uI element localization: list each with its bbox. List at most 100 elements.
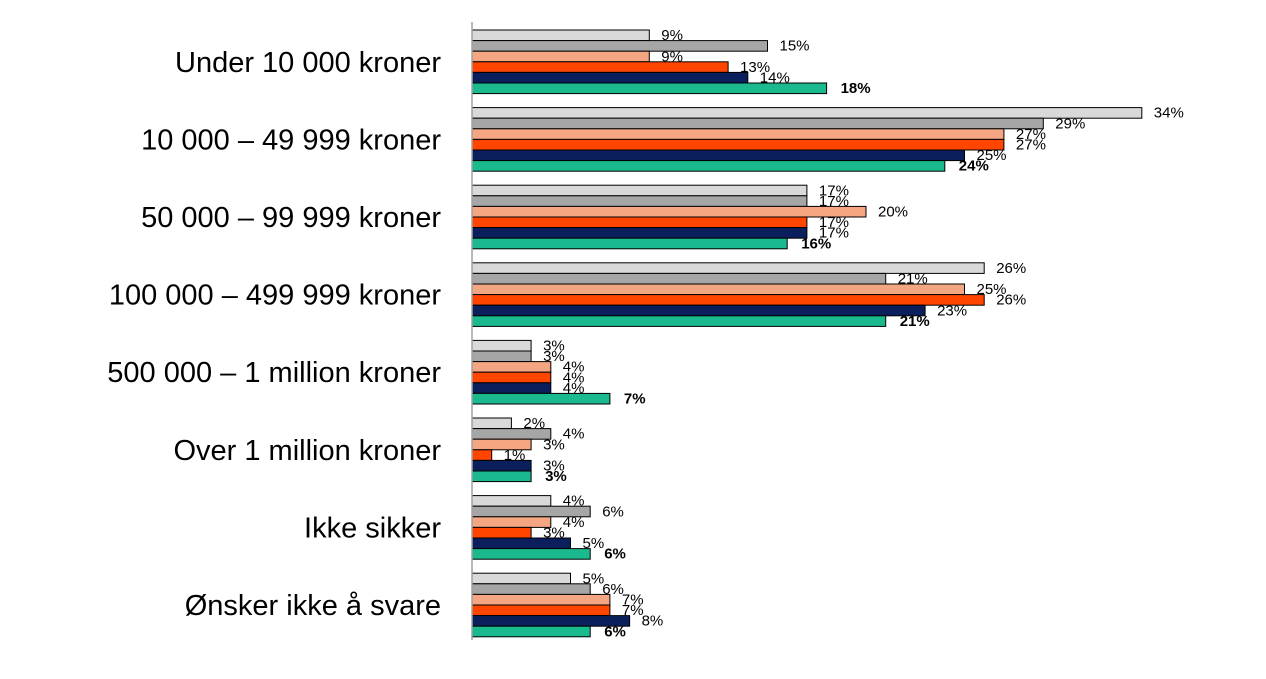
bar-series-3-cat-7 [471,516,552,528]
bar-series-3-cat-4 [471,283,965,296]
bar-series-1-cat-3 [471,184,808,197]
value-labels: 9%15%9%13%14%18%34%29%27%27%25%24%17%17%… [504,27,1184,640]
bar-series-1-cat-8 [471,572,571,585]
value-label-series-1-cat-3: 17% [819,182,849,199]
value-label-series-5-cat-4: 23% [937,302,967,319]
value-label-series-4-cat-1: 13% [740,59,770,76]
bar-series-6-cat-8 [471,625,591,638]
category-label-6: Over 1 million kroner [173,435,441,467]
value-label-series-6-cat-1: 18% [841,80,871,97]
value-label-series-6-cat-6: 3% [545,468,567,485]
bar-series-2-cat-1 [471,40,768,52]
category-label-2: 10 000 – 49 999 kroner [141,124,441,156]
bar-series-3-cat-5 [471,361,552,373]
bar-series-5-cat-1 [471,71,749,84]
bar-series-1-cat-7 [471,495,552,507]
value-label-series-2-cat-2: 29% [1055,115,1085,132]
bar-series-6-cat-4 [471,315,887,327]
bar-series-1-cat-2 [471,107,1143,119]
value-label-series-4-cat-8: 7% [622,602,644,619]
value-label-series-5-cat-2: 25% [977,147,1007,164]
bar-series-5-cat-2 [471,149,965,162]
value-label-series-2-cat-7: 6% [602,503,624,520]
bar-series-4-cat-4 [471,294,985,306]
category-label-1: Under 10 000 kroner [175,47,441,79]
value-label-series-4-cat-2: 27% [1016,137,1046,154]
bar-series-4-cat-3 [471,216,808,229]
value-label-series-3-cat-5: 4% [563,359,585,376]
value-label-series-5-cat-1: 14% [760,70,790,87]
value-label-series-1-cat-6: 2% [523,415,545,432]
bar-series-2-cat-4 [471,272,887,285]
value-label-series-6-cat-5: 7% [624,391,646,408]
value-label-series-1-cat-1: 9% [661,27,683,44]
bar-series-1-cat-6 [471,417,512,430]
bar-series-2-cat-8 [471,583,591,595]
value-label-series-2-cat-6: 4% [563,426,585,443]
value-label-series-3-cat-1: 9% [661,48,683,65]
bar-series-4-cat-8 [471,604,611,617]
bar-series-5-cat-3 [471,227,808,239]
value-label-series-4-cat-4: 26% [996,292,1026,309]
bar-series-3-cat-1 [471,50,650,63]
value-label-series-4-cat-5: 4% [563,369,585,386]
value-label-series-3-cat-2: 27% [1016,126,1046,143]
value-label-series-2-cat-8: 6% [602,581,624,598]
bar-series-5-cat-5 [471,382,552,394]
value-label-series-5-cat-7: 5% [583,535,605,552]
bar-series-3-cat-3 [471,205,867,218]
bar-series-4-cat-5 [471,371,552,384]
value-label-series-1-cat-7: 4% [563,493,585,510]
bar-series-1-cat-5 [471,339,532,352]
value-label-series-3-cat-7: 4% [563,514,585,531]
bar-series-1-cat-1 [471,29,650,42]
bar-series-2-cat-2 [471,117,1044,130]
bars [471,29,1143,638]
value-label-series-2-cat-5: 3% [543,348,565,365]
category-label-4: 100 000 – 499 999 kroner [109,280,441,312]
value-label-series-5-cat-8: 8% [642,613,664,630]
bar-series-6-cat-7 [471,548,591,560]
bar-series-4-cat-6 [471,449,493,461]
value-label-series-4-cat-3: 17% [819,214,849,231]
value-label-series-5-cat-3: 17% [819,225,849,242]
category-label-7: Ikke sikker [304,512,441,544]
value-label-series-1-cat-5: 3% [543,338,565,355]
bar-series-2-cat-3 [471,195,808,207]
bar-series-6-cat-6 [471,470,532,483]
value-label-series-6-cat-8: 6% [604,623,626,640]
bar-series-4-cat-1 [471,61,729,73]
category-label-8: Ønsker ikke å svare [185,590,441,622]
value-label-series-5-cat-6: 3% [543,458,565,475]
bar-series-5-cat-4 [471,304,926,317]
value-label-series-2-cat-4: 21% [898,271,928,288]
value-label-series-3-cat-6: 3% [543,436,565,453]
bar-series-2-cat-5 [471,350,532,363]
value-label-series-3-cat-8: 7% [622,592,644,609]
value-label-series-6-cat-4: 21% [900,313,930,330]
bar-series-6-cat-3 [471,237,788,250]
value-label-series-3-cat-3: 20% [878,204,908,221]
value-label-series-1-cat-2: 34% [1154,105,1184,122]
bar-series-4-cat-7 [471,526,532,539]
value-label-series-2-cat-1: 15% [780,38,810,55]
value-label-series-1-cat-8: 5% [583,570,605,587]
value-label-series-4-cat-6: 1% [504,447,526,464]
value-label-series-1-cat-4: 26% [996,260,1026,277]
value-label-series-4-cat-7: 3% [543,525,565,542]
value-label-series-3-cat-4: 25% [977,281,1007,298]
bar-series-3-cat-8 [471,593,611,606]
value-label-series-6-cat-2: 24% [959,158,989,175]
value-label-series-6-cat-7: 6% [604,546,626,563]
category-label-5: 500 000 – 1 million kroner [107,357,441,389]
category-label-3: 50 000 – 99 999 kroner [141,202,441,234]
bar-series-6-cat-2 [471,160,946,172]
bar-series-4-cat-2 [471,138,1005,151]
value-label-series-6-cat-3: 16% [801,235,831,252]
value-label-series-5-cat-5: 4% [563,380,585,397]
category-labels: Under 10 000 kroner 10 000 – 49 999 krone… [107,47,441,622]
bar-series-6-cat-5 [471,392,611,405]
value-label-series-2-cat-3: 17% [819,193,849,210]
bar-series-3-cat-2 [471,128,1005,140]
